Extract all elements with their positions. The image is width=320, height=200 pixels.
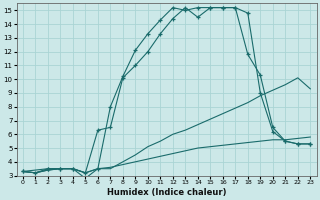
- X-axis label: Humidex (Indice chaleur): Humidex (Indice chaleur): [107, 188, 226, 197]
